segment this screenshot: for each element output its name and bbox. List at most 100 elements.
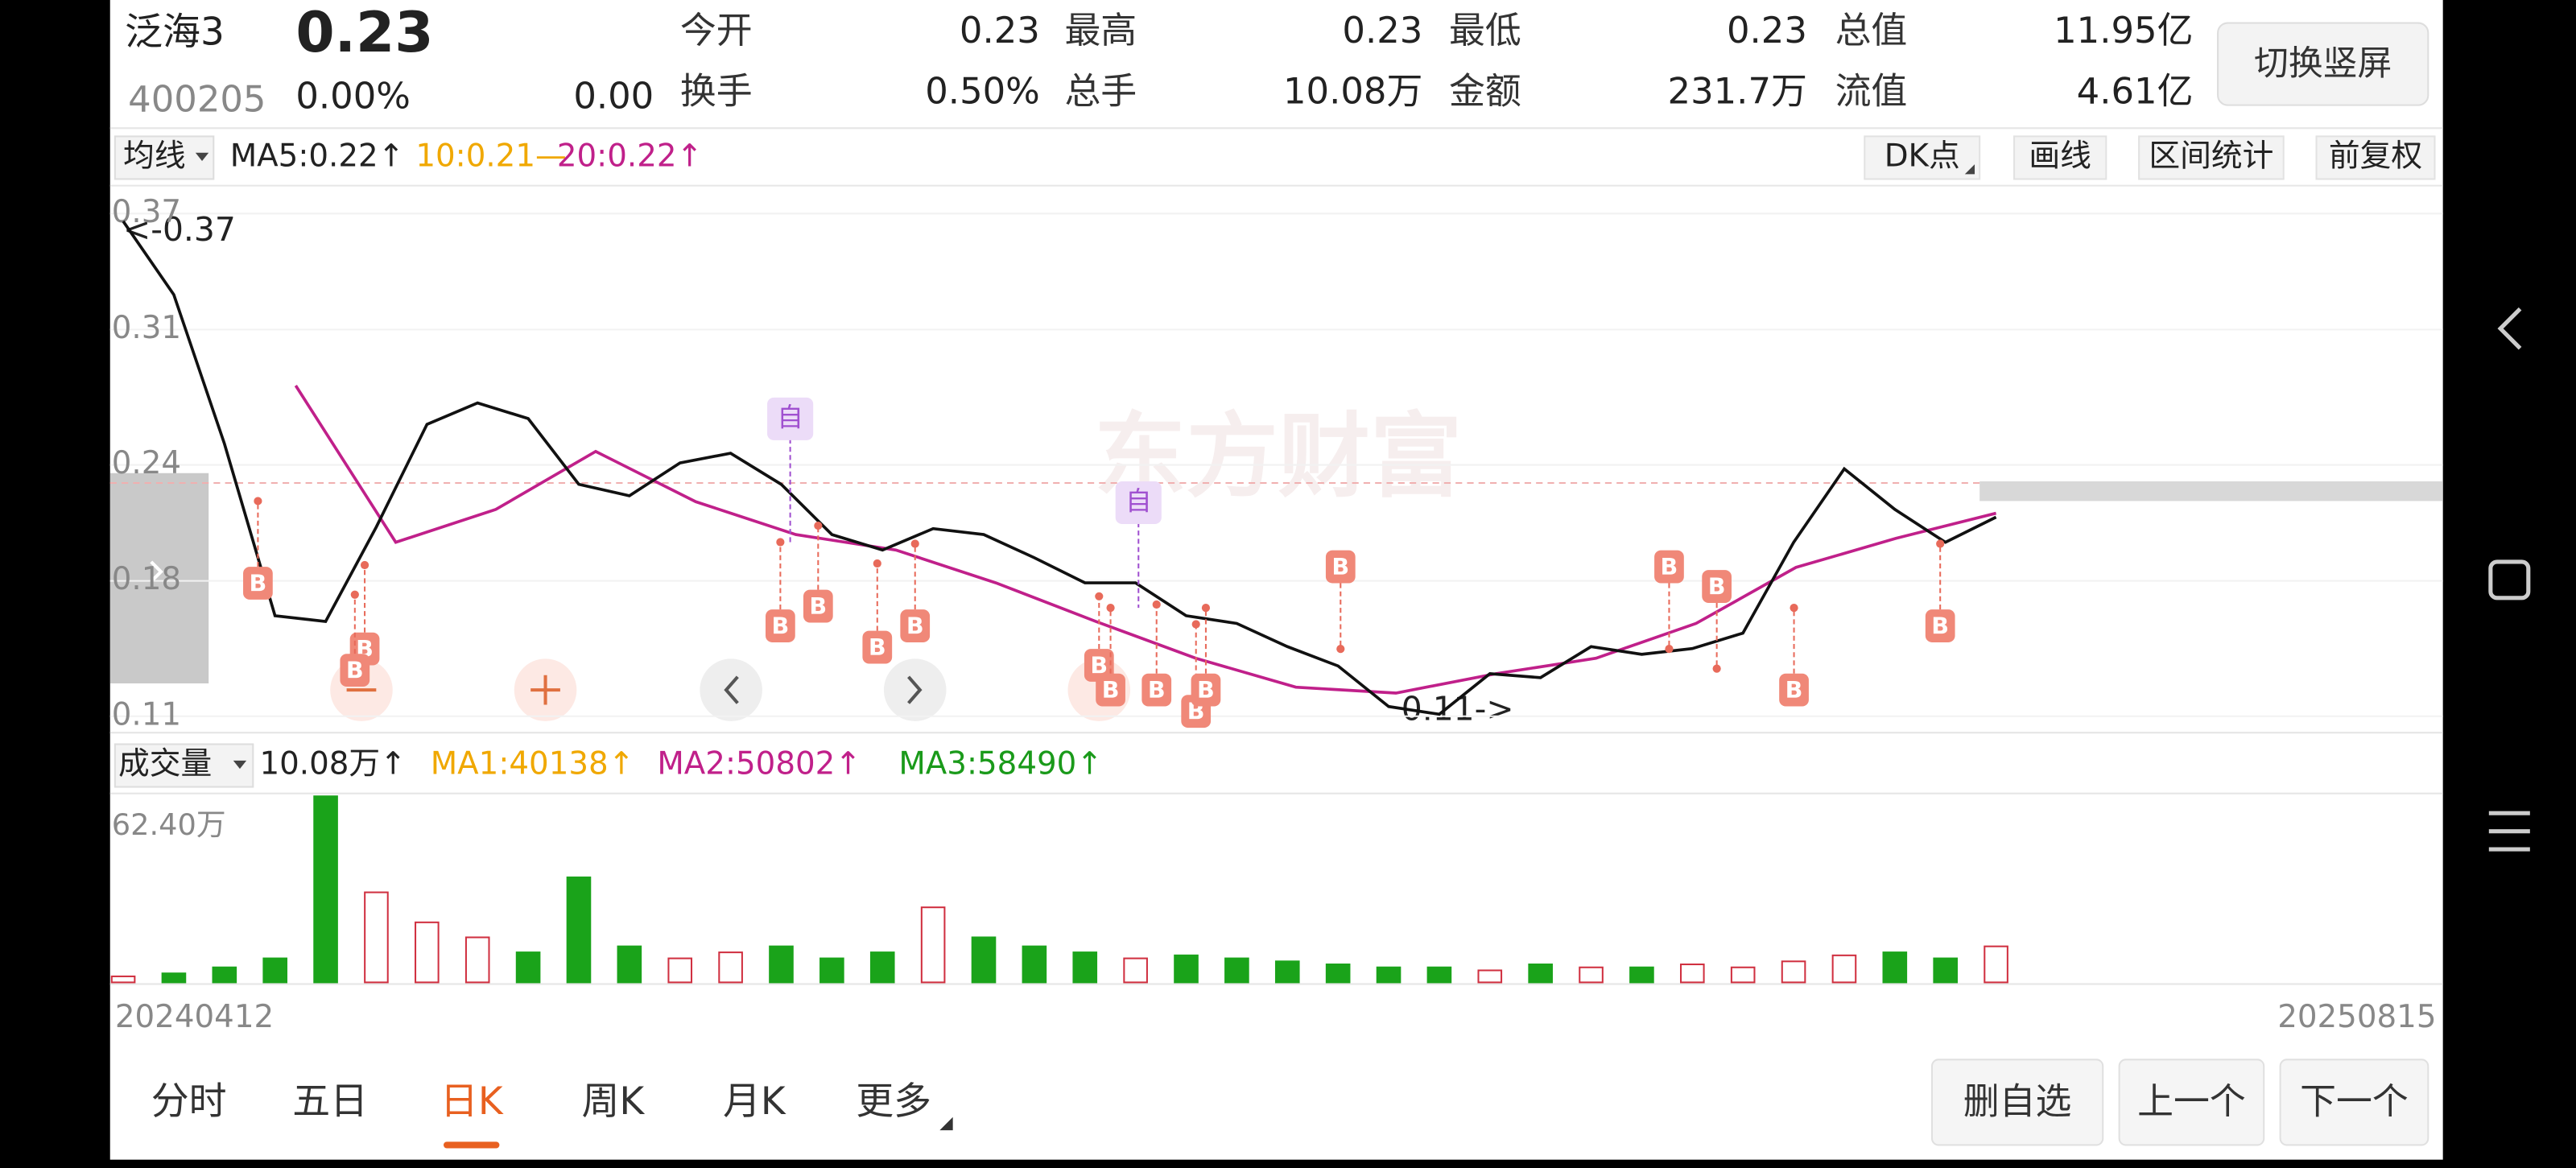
vol-ma1: MA1:40138↑ <box>431 746 635 782</box>
volume-bar <box>1831 954 1857 984</box>
stat-label: 流值 <box>1835 69 1908 112</box>
stat-label: 金额 <box>1449 69 1521 112</box>
stat-value: 11.95亿 <box>2054 9 2193 52</box>
buy-marker-label: B <box>1931 613 1949 640</box>
volume-bar <box>415 921 440 984</box>
marker-dot <box>350 590 359 599</box>
low-label: 0.11-> <box>1402 690 1514 728</box>
buy-marker <box>1779 673 1809 707</box>
volume-select[interactable] <box>114 743 254 788</box>
buy-marker <box>243 567 273 600</box>
stat-value: 231.7万 <box>1668 69 1807 112</box>
volume-bar <box>718 951 743 984</box>
buy-marker-label: B <box>809 592 827 620</box>
tab[interactable]: 日K <box>440 1079 504 1124</box>
close-line <box>122 220 1997 716</box>
volume-max: 62.40万 <box>112 807 226 842</box>
vol-ma2: MA2:50802↑ <box>657 746 861 782</box>
nav-menu[interactable] <box>2488 811 2530 852</box>
marker-dot <box>1095 592 1104 601</box>
buy-marker <box>900 609 931 642</box>
handle-arrow <box>150 560 163 583</box>
change-pct: 0.00% <box>295 74 411 117</box>
toolbar-button[interactable] <box>2013 135 2107 180</box>
volume-bar <box>869 951 895 984</box>
self-marker-label: 自 <box>777 402 803 432</box>
marker-dot <box>1201 603 1211 613</box>
marker-dot <box>776 538 785 547</box>
buy-marker <box>340 654 370 687</box>
ma10-label: 10:0.21— <box>415 138 566 174</box>
marker-dot <box>1191 620 1200 629</box>
volume-bar <box>515 951 541 984</box>
tab[interactable]: 分时 <box>151 1079 227 1124</box>
high-label: <-0.37 <box>123 210 236 249</box>
volume-bar <box>364 891 389 984</box>
volume-bar <box>1477 969 1503 984</box>
buy-marker-label: B <box>1102 676 1120 704</box>
marker-dot <box>1665 645 1674 654</box>
y-tick-label: 0.31 <box>112 310 181 346</box>
volume-bar <box>819 957 844 984</box>
indicator-select[interactable] <box>114 135 215 180</box>
stat-label: 最低 <box>1449 9 1521 52</box>
volume-bar <box>617 945 642 984</box>
marker-dot <box>910 539 919 548</box>
stock-code: 400205 <box>128 78 266 121</box>
buy-marker <box>862 630 893 664</box>
orientation-button[interactable] <box>2217 22 2429 106</box>
buy-marker <box>766 609 795 642</box>
volume-bar <box>1781 960 1806 984</box>
scroll-left[interactable] <box>700 658 762 721</box>
stock-name: 泛海3 <box>125 10 225 54</box>
y-tick-label: 0.37 <box>112 194 181 230</box>
y-tick-label: 0.18 <box>112 561 181 597</box>
action-button[interactable] <box>2279 1059 2429 1146</box>
toolbar-button-label: 前复权 <box>2329 138 2422 174</box>
stat-value: 4.61亿 <box>2077 69 2194 112</box>
scroll-left-icon <box>724 675 739 704</box>
action-label: 删自选 <box>1963 1079 2072 1122</box>
nav-back[interactable] <box>2497 307 2522 350</box>
tab-underline <box>444 1141 500 1149</box>
stat-value: 0.23 <box>1342 9 1422 52</box>
volume-bar <box>1376 966 1402 984</box>
toolbar-button[interactable] <box>2315 135 2436 180</box>
volume-bar <box>212 966 237 984</box>
action-button[interactable] <box>1930 1059 2104 1146</box>
y-tick-label: 0.24 <box>112 445 181 481</box>
zoom-in-icon <box>530 675 560 705</box>
tab[interactable]: 五日 <box>292 1079 368 1124</box>
tab[interactable]: 更多 <box>856 1079 931 1124</box>
tab[interactable]: 周K <box>581 1079 645 1124</box>
volume-bar <box>1224 957 1249 984</box>
volume-bar <box>313 795 338 984</box>
side-handle[interactable] <box>109 473 209 683</box>
dropdown-arrow <box>233 760 247 770</box>
buy-marker-label: B <box>1331 553 1349 580</box>
nav-home[interactable] <box>2488 559 2531 601</box>
stat-label: 总值 <box>1835 9 1908 52</box>
self-marker-label: 自 <box>1125 485 1152 516</box>
volume-bar <box>769 945 794 984</box>
self-marker <box>1115 481 1162 525</box>
marker-dot <box>254 497 262 506</box>
buy-marker <box>1702 570 1732 603</box>
volume-bar <box>464 936 490 984</box>
action-button[interactable] <box>2118 1059 2265 1146</box>
toolbar-button[interactable] <box>2138 135 2285 180</box>
buy-marker-label: B <box>1197 676 1215 704</box>
buy-marker-label: B <box>906 613 924 640</box>
tab[interactable]: 月K <box>723 1079 786 1124</box>
buy-marker-label: B <box>1708 573 1726 601</box>
buy-marker-label: B <box>250 570 267 597</box>
volume-bar <box>1174 954 1199 984</box>
scroll-right[interactable] <box>883 658 947 721</box>
buy-marker-label: B <box>771 613 789 640</box>
volume-bar <box>1679 964 1705 984</box>
toolbar-button[interactable] <box>1864 135 1981 180</box>
volume-bar <box>1325 964 1351 984</box>
